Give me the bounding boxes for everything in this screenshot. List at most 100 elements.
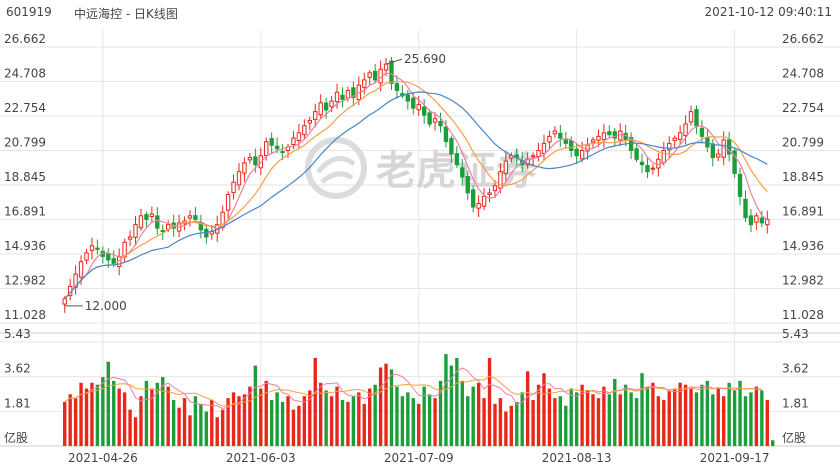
candle-body [558,132,563,139]
candle [100,246,106,264]
candle [650,164,656,175]
volume-bar [754,386,759,446]
y-tick-label-left: 12.982 [4,274,46,288]
candle-body [574,148,579,157]
volume-bar [711,394,715,446]
candle [748,208,754,233]
candle-body [372,70,378,81]
candle [710,139,716,167]
volume-bar [378,367,383,446]
candle-body [476,202,481,209]
candle [280,144,285,160]
timestamp: 2021-10-12 09:40:11 [704,5,832,19]
candle [536,142,541,162]
x-tick-label: 2021-08-13 [542,451,612,465]
volume-bar [220,409,225,446]
volume-bar [188,415,192,446]
volume-bar [591,394,595,446]
candle-body [754,215,759,223]
candle-body [411,97,416,109]
volume-tick-label-right: 3.62 [782,362,809,376]
volume-bar [384,363,388,446]
volume-bar [634,398,639,446]
volume-bar [466,396,470,446]
y-tick-label-right: 24.708 [782,66,824,80]
volume-bar [275,392,279,446]
candle [367,70,372,86]
candle-body [449,138,454,155]
candle [688,105,694,126]
candle [193,207,198,223]
candle-body [438,120,443,127]
candle-body [198,222,204,231]
y-tick-label-right: 14.936 [782,239,824,253]
candle-body [236,171,242,186]
candle [176,214,182,238]
candle-body [193,215,198,220]
y-tick-label-left: 26.662 [4,32,46,46]
candle-body [291,137,296,146]
y-tick-label-left: 16.891 [4,204,46,218]
volume-bar [122,392,127,446]
candle-body [667,142,672,151]
volume-bar [607,394,612,446]
candle [732,147,737,179]
candle [645,157,650,179]
candle-body [607,131,612,136]
y-tick-label-left: 11.028 [4,308,46,322]
candle [476,195,481,217]
volume-bar [351,396,356,446]
chart-title: 中远海控 - 日K线图 [74,7,178,21]
candle-body [367,72,372,78]
y-tick-label-right: 16.891 [782,204,824,218]
candle [84,248,89,265]
volume-bar [771,440,775,446]
volume-bar [329,396,334,446]
candle [127,230,133,247]
volume-bar [117,388,121,446]
candle-body [460,167,465,178]
y-tick-label-right: 11.028 [782,308,824,322]
volume-bar [84,388,89,446]
volume-bar [536,384,541,446]
candle [754,212,759,230]
volume-bar [422,386,426,446]
candle-body [509,155,514,159]
candle-body [307,119,312,124]
candle [460,159,465,186]
volume-bar [417,403,421,446]
candle [596,129,601,147]
candle-body [383,63,389,71]
candle [394,75,400,99]
volume-bar [411,398,415,446]
candle-body [672,137,677,141]
volume-bar [139,396,143,446]
volume-bar [749,392,753,446]
candle-body [547,135,552,143]
volume-bar [547,388,552,446]
volume-bar [531,400,535,446]
candle-body [106,253,111,261]
volume-bar [357,392,361,446]
candle [492,180,498,198]
candle-body [231,181,236,194]
volume-bar [324,390,328,446]
candle-body [639,161,645,166]
volume-bar [569,388,573,446]
volume-bar [743,396,748,446]
candle [400,85,405,99]
candle [67,279,73,301]
volume-bar [760,390,764,446]
volume-bar [602,386,606,446]
volume-bar [460,380,464,446]
volume-bar [237,396,241,446]
candle-body [443,126,449,143]
ma-line-10 [64,80,768,300]
volume-bar [101,377,105,446]
volume-bar [406,392,410,446]
candle [541,134,547,161]
candle-body [323,102,329,111]
y-tick-label-right: 26.662 [782,32,824,46]
candle [318,94,323,119]
